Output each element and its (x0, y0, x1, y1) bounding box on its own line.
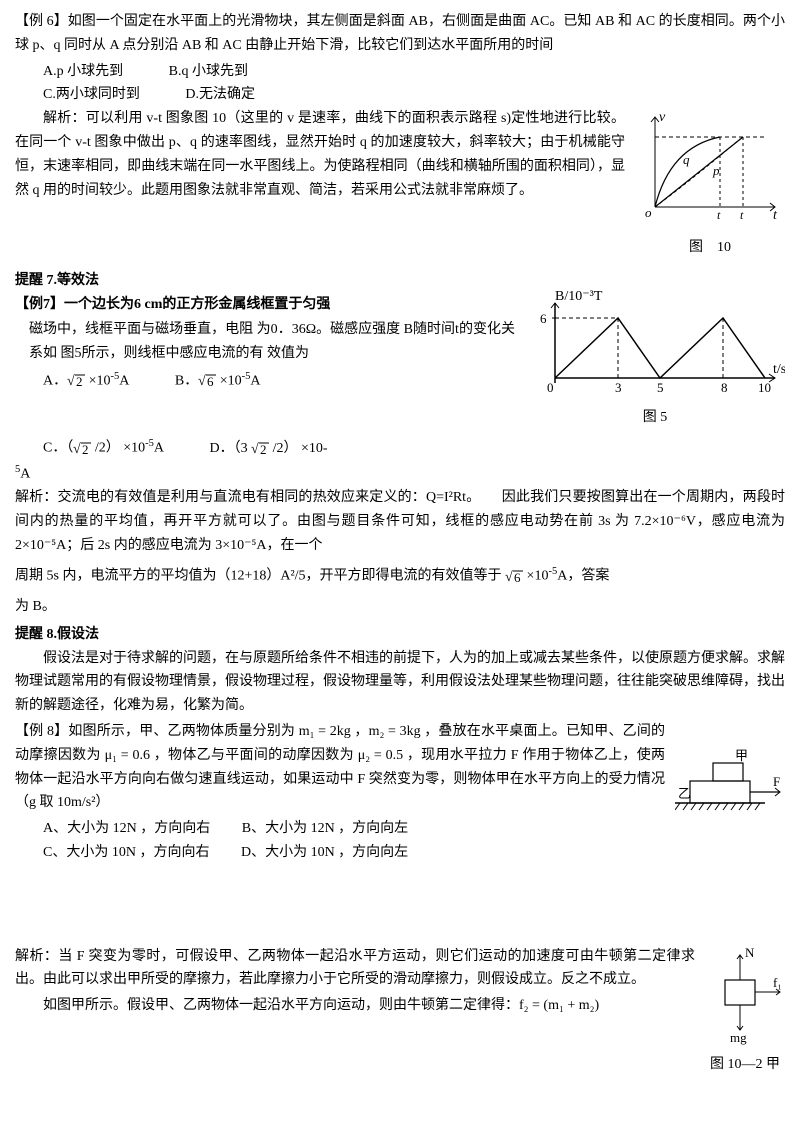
tip7-option-b: B．√6 ×10-5A (175, 368, 261, 393)
ex6-option-d: D.无法确定 (185, 83, 255, 107)
tip8-analysis-2: 如图甲所示。假设甲、乙两物体一起沿水平方向运动，则由牛顿第二定律得：f₂ = (… (15, 994, 785, 1018)
svg-text:√: √ (505, 570, 513, 585)
svg-text:√: √ (73, 442, 81, 457)
svg-text:8: 8 (721, 380, 728, 395)
jia-label: 甲 (735, 748, 748, 763)
figure-5: B/10⁻³T 6 0 3 5 8 10 t/s 图 5 (525, 288, 785, 431)
ex6-option-a: A.p 小球先到 (43, 60, 123, 84)
tip7-option-d: D．（3 √2 /2） ×10- (210, 437, 328, 461)
tip8-option-b: B、大小为 12N ，方向向左 (242, 817, 408, 841)
f1-label: f₁ (773, 975, 782, 990)
svg-text:2: 2 (76, 374, 83, 389)
y-axis-label: B/10⁻³T (555, 289, 603, 304)
N-label: N (745, 945, 755, 960)
tip7-analysis-1: 解析：交流电的有效值是利用与直流电有相同的热效应来定义的：Q=I²Rt。 因此我… (15, 486, 785, 557)
svg-text:0: 0 (547, 380, 554, 395)
tip8-problem: 【例 8】如图所示，甲、乙两物体质量分别为 m₁ = 2kg ，m₂ = 3kg… (15, 720, 785, 815)
svg-text:t/s: t/s (773, 362, 785, 377)
p-label: p (712, 163, 720, 178)
yi-label: 乙 (678, 786, 691, 801)
v-axis-label: v (659, 110, 666, 125)
tip8-option-d: D、大小为 10N ，方向向左 (241, 841, 408, 865)
mg-label: mg (730, 1030, 747, 1045)
tip7-problem-line1: 【例7】一个边长为6 cm的正方形金属线框置于匀强 (15, 297, 330, 312)
svg-text:10: 10 (758, 380, 771, 395)
tip7-option-d-cont: 5A (15, 461, 785, 486)
svg-text:3: 3 (615, 380, 622, 395)
figure-10-2-caption: 图 10—2 甲 (705, 1053, 785, 1077)
ex6-option-b: B.q 小球先到 (169, 60, 248, 84)
q-label: q (683, 152, 690, 167)
svg-text:√: √ (251, 442, 259, 457)
tip8-option-a: A、大小为 12N ，方向向右 (43, 817, 210, 841)
tip7-analysis-3: 为 B。 (15, 595, 785, 619)
tip7-analysis-2: 周期 5s 内，电流平方的平均值为（12+18）A²/5，开平方即得电流的有效值… (15, 563, 785, 588)
example-6-section: 【例 6】如图一个固定在水平面上的光滑物块，其左侧面是斜面 AB，右侧面是曲面 … (15, 10, 785, 265)
tip8-option-c: C、大小为 10N ，方向向右 (43, 841, 209, 865)
example-6-problem: 【例 6】如图一个固定在水平面上的光滑物块，其左侧面是斜面 AB，右侧面是曲面 … (15, 10, 785, 58)
svg-text:6: 6 (207, 374, 214, 389)
figure-10-caption: 图 10 (635, 236, 785, 260)
figure-5-caption: 图 5 (525, 406, 785, 430)
tip7-option-c: C．（√2 /2） ×10-5A (43, 435, 164, 460)
svg-text:6: 6 (514, 570, 521, 585)
origin-label: o (645, 205, 652, 220)
svg-text:6: 6 (540, 311, 547, 326)
svg-text:t: t (717, 208, 721, 222)
figure-blocks: 乙 甲 F (675, 748, 785, 827)
figure-10-2: N mg f₁ 图 10—2 甲 (705, 945, 785, 1078)
figure-10: v t o q p t t 图 10 (635, 107, 785, 260)
t-axis-label: t (773, 208, 778, 223)
svg-text:5: 5 (657, 380, 664, 395)
tip-8-title: 提醒 8.假设法 (15, 623, 785, 647)
tip7-option-a: A．√2 ×10-5A (43, 368, 129, 393)
svg-text:2: 2 (82, 442, 89, 457)
F-label: F (773, 774, 780, 789)
svg-text:2: 2 (260, 442, 267, 457)
svg-text:√: √ (67, 374, 75, 389)
tip8-intro: 假设法是对于待求解的问题，在与原题所给条件不相违的前提下，人为的加上或减去某些条… (15, 647, 785, 718)
ex6-option-c: C.两小球同时到 (43, 83, 140, 107)
svg-text:√: √ (198, 374, 206, 389)
svg-text:t: t (740, 208, 744, 222)
tip8-analysis-1: 解析：当 F 突变为零时，可假设甲、乙两物体一起沿水平方运动，则它们运动的加速度… (15, 945, 785, 993)
